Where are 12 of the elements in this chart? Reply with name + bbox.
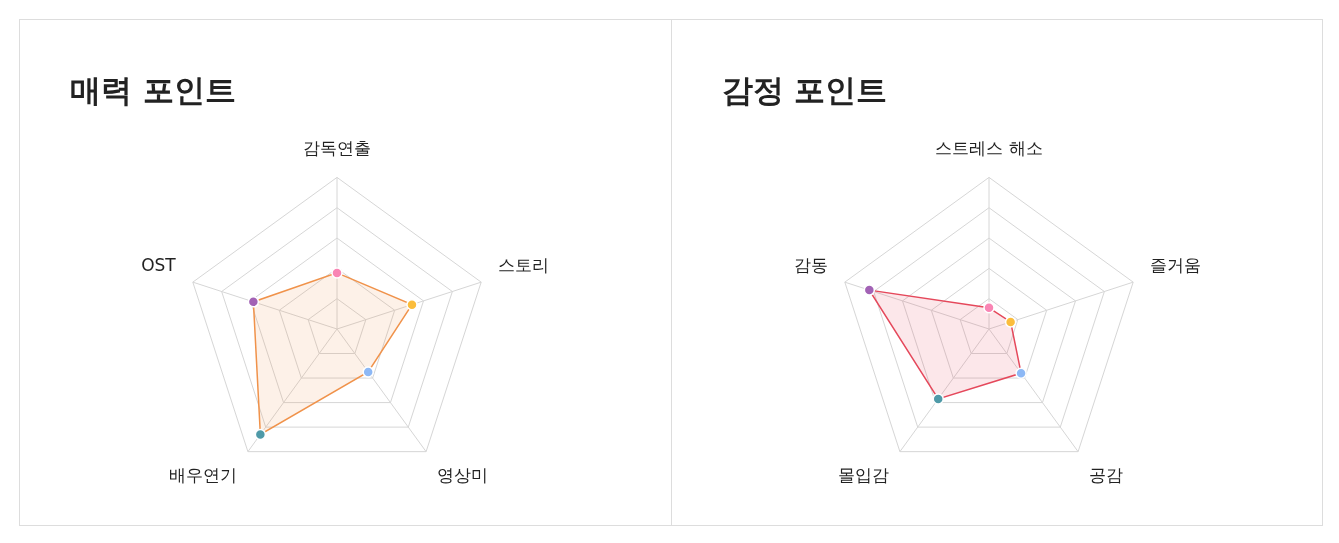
spoke-label: 감독연출 (303, 137, 371, 158)
spoke-label: OST (141, 254, 177, 275)
spoke-label: 감동 (793, 254, 828, 275)
spoke-label: 스토리 (498, 254, 550, 275)
spoke-label: 스트레스 해소 (934, 137, 1043, 158)
chart-title: 매력 포인트 (70, 71, 236, 110)
chart-title: 감정 포인트 (721, 71, 888, 110)
spoke-label: 공감 (1088, 464, 1123, 485)
spoke-label: 배우연기 (169, 464, 238, 485)
spoke-label: 영상미 (436, 464, 488, 485)
spoke-label: 즐거움 (1149, 254, 1201, 275)
spoke-label: 몰입감 (837, 464, 889, 485)
